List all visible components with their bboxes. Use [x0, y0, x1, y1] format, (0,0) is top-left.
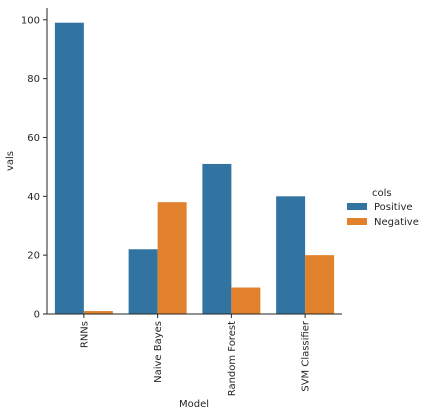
legend-label-positive: Positive	[374, 202, 413, 213]
x-tick-label: Random Forest	[227, 321, 238, 396]
legend-swatch-negative	[347, 218, 367, 225]
x-axis: RNNs Naive Bayes Random Forest SVM Classifi…	[47, 313, 342, 396]
legend-swatch-positive	[347, 203, 367, 210]
bar-negative-rnns	[83, 311, 113, 314]
legend-label-negative: Negative	[374, 217, 419, 228]
bar-positive-svm-classifier	[276, 196, 306, 314]
bar-negative-naive-bayes	[157, 202, 187, 314]
y-tick-label: 100	[21, 15, 40, 26]
bar-positive-naive-bayes	[128, 249, 158, 314]
x-axis-title: Model	[179, 399, 209, 410]
x-tick-label: RNNs	[79, 321, 90, 348]
bar-positive-rnns	[54, 22, 84, 314]
y-tick-label: 0	[34, 310, 40, 321]
legend-title: cols	[372, 188, 392, 199]
y-tick-label: 20	[27, 251, 40, 262]
bar-positive-random-forest	[202, 163, 232, 314]
x-tick-label: SVM Classifier	[301, 320, 312, 392]
bar-negative-svm-classifier	[305, 255, 335, 314]
y-tick-label: 80	[27, 74, 40, 85]
legend: cols Positive Negative	[347, 188, 419, 228]
bar-negative-random-forest	[231, 287, 261, 314]
x-tick-label: Naive Bayes	[153, 321, 164, 383]
y-tick-label: 40	[27, 192, 40, 203]
y-axis-title: vals	[5, 151, 16, 171]
y-tick-label: 60	[27, 133, 40, 144]
bars-group	[54, 22, 335, 314]
y-axis: 0 20 40 60 80 100	[21, 8, 48, 321]
